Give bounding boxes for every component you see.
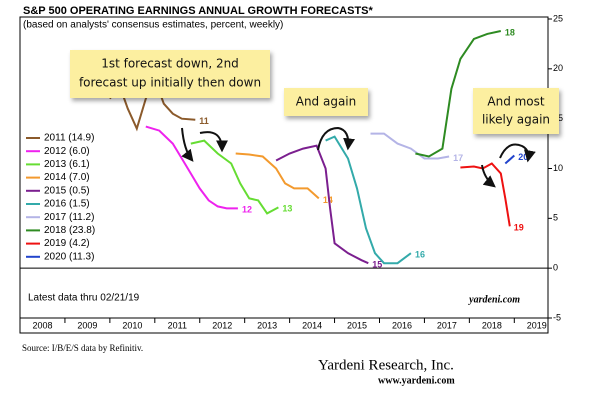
x-tick-label: 2013: [257, 320, 277, 330]
x-axis-strip: [19, 317, 549, 334]
arrow: [499, 143, 536, 163]
source: Source: I/B/E/S data by Refinitiv.: [22, 343, 143, 353]
y-tick-label: 20: [553, 63, 563, 73]
x-tick-label: 2019: [527, 320, 547, 330]
end-label: 13: [282, 204, 292, 214]
end-label: 18: [505, 27, 515, 37]
note-box: [284, 88, 368, 116]
legend-label: 2016 (1.5): [44, 199, 90, 210]
end-label: 17: [453, 153, 463, 163]
axes: -505101520252008200920102011201220132014…: [19, 13, 563, 330]
x-tick-label: 2014: [302, 320, 322, 330]
legend-label: 2013 (6.1): [44, 159, 90, 170]
y-tick-label: 10: [553, 163, 563, 173]
legend-label: 2019 (4.2): [44, 238, 90, 249]
note-text: likely again: [482, 113, 550, 127]
legend-label: 2020 (11.3): [44, 251, 94, 262]
x-tick-label: 2012: [212, 320, 232, 330]
arrow: [181, 127, 194, 162]
series-line: [235, 152, 320, 200]
chart-title: S&P 500 OPERATING EARNINGS ANNUAL GROWTH…: [23, 5, 374, 17]
series-line: [460, 162, 511, 227]
x-tick-label: 2017: [437, 320, 457, 330]
series-line: [275, 144, 369, 265]
end-label: 14: [323, 195, 333, 205]
x-tick-label: 2015: [347, 320, 367, 330]
legend-label: 2011 (14.9): [44, 133, 94, 144]
note-text: And again: [296, 95, 357, 109]
x-tick-label: 2016: [392, 320, 412, 330]
series-line: [190, 139, 279, 215]
note-box: [70, 50, 270, 98]
legend-label: 2014 (7.0): [44, 172, 90, 183]
legend-label: 2018 (23.8): [44, 225, 95, 236]
series-line: [370, 132, 450, 160]
series-line: [325, 135, 412, 265]
lines: 11 2011 (14.9) 12 2012 (6.0) 13 2013 (6.1) 14 2…: [26, 27, 528, 270]
arrow: [199, 131, 228, 153]
series-line: [415, 30, 502, 158]
x-tick-label: 2011: [168, 320, 187, 330]
note-text: 1st forecast down, 2nd: [101, 57, 239, 71]
note-text: forecast up initially then down: [79, 76, 261, 90]
y-tick-label: 0: [553, 263, 558, 273]
x-tick-label: 2009: [77, 320, 97, 330]
end-label: 19: [514, 223, 524, 233]
legend-label: 2017 (11.2): [44, 212, 94, 223]
arrow: [317, 126, 356, 151]
chart-subtitle: (based on analysts' consensus estimates,…: [23, 20, 283, 31]
url: www.yardeni.com: [378, 375, 455, 386]
site-mark: yardeni.com: [468, 294, 520, 305]
end-label: 16: [415, 250, 425, 260]
x-tick-label: 2018: [482, 320, 502, 330]
series-line: [504, 154, 515, 165]
legend-label: 2015 (0.5): [44, 185, 90, 196]
note-text: And most: [487, 95, 545, 109]
y-tick-label: 25: [553, 13, 563, 23]
x-tick-label: 2008: [32, 320, 52, 330]
latest-note: Latest data thru 02/21/19: [28, 293, 140, 304]
arrow: [481, 164, 496, 188]
note-box: [473, 88, 559, 134]
x-tick-label: 2010: [122, 320, 142, 330]
legend-label: 2012 (6.0): [44, 146, 90, 157]
end-label: 12: [242, 205, 252, 215]
publisher: Yardeni Research, Inc.: [318, 357, 454, 373]
y-tick-label: 5: [553, 213, 558, 223]
end-label: 15: [372, 260, 382, 270]
series-line: [145, 125, 238, 210]
annotations: 1st forecast down, 2nd forecast up initia…: [70, 50, 559, 188]
end-label: 20: [518, 152, 528, 162]
y-tick-label: -5: [553, 312, 561, 322]
end-label: 11: [199, 116, 209, 126]
